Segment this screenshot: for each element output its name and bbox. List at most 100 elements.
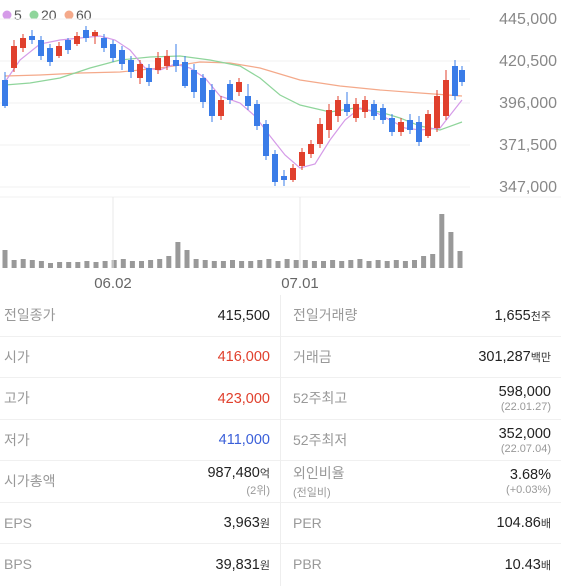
date-markers xyxy=(112,197,301,268)
stat-label: 전일종가 xyxy=(4,307,56,323)
candle xyxy=(200,74,206,108)
volume-bar xyxy=(93,262,99,268)
candle xyxy=(416,116,422,146)
stock-candlestick-chart[interactable]: 5 20 60 445,000 420,500 396,000 371,500 … xyxy=(0,0,561,295)
candle xyxy=(227,80,233,104)
candle xyxy=(236,78,242,96)
stat-row-prev-close: 전일종가 415,500 xyxy=(0,295,280,337)
candle xyxy=(459,66,465,86)
volume-bar xyxy=(412,260,417,268)
chart-legend: 5 20 60 xyxy=(2,7,92,23)
stat-label: 시가총액 xyxy=(4,473,56,489)
volume-bar xyxy=(239,261,245,268)
stat-value: 10.43배 xyxy=(504,556,551,573)
legend-label-ma60: 60 xyxy=(76,7,92,23)
candle xyxy=(137,60,143,84)
volume-bar xyxy=(120,259,126,268)
stat-value: 416,000 xyxy=(217,349,270,365)
candle xyxy=(74,32,80,46)
y-label: 445,000 xyxy=(499,11,557,28)
stat-value: 598,000 xyxy=(498,384,551,400)
legend-dot-ma60 xyxy=(64,10,74,20)
volume-bar xyxy=(275,261,281,268)
ma20-line xyxy=(4,55,463,131)
candle xyxy=(128,56,134,78)
volume-bar xyxy=(193,259,199,268)
volume-bar xyxy=(348,260,354,268)
volume-bar xyxy=(302,260,308,268)
volume-bar xyxy=(11,260,17,268)
stat-label: 시가 xyxy=(4,348,30,365)
volume-bar xyxy=(384,261,390,268)
candle xyxy=(254,100,260,130)
candle xyxy=(110,40,116,62)
y-label: 420,500 xyxy=(499,53,557,70)
stat-value: 415,500 xyxy=(217,307,270,324)
candle xyxy=(65,38,71,54)
candle xyxy=(317,118,323,148)
candle xyxy=(371,100,377,120)
candle xyxy=(434,90,440,132)
volume-bar xyxy=(57,262,63,268)
volume-bar xyxy=(220,261,226,268)
y-label: 396,000 xyxy=(499,95,557,112)
chart-grid xyxy=(0,18,561,198)
candle xyxy=(173,44,179,72)
candle xyxy=(326,104,332,138)
volume-bar xyxy=(38,261,44,268)
volume-bar xyxy=(366,261,372,268)
stat-value: 3,963원 xyxy=(223,515,270,531)
volume-bar xyxy=(257,260,263,268)
volume-bar xyxy=(48,263,53,268)
stat-value: 1,655천주 xyxy=(494,307,551,324)
stat-label: 거래금 xyxy=(293,348,332,365)
candle xyxy=(290,164,296,182)
stat-value: 423,000 xyxy=(217,390,270,407)
volume-bar xyxy=(248,261,254,268)
stat-label: 52주최저 xyxy=(293,431,348,448)
candle xyxy=(11,40,17,72)
volume-bar xyxy=(421,256,427,268)
candle xyxy=(407,114,413,134)
volume-bar xyxy=(339,261,345,268)
volume-bar xyxy=(157,259,163,268)
volume-bar xyxy=(393,260,399,268)
candle xyxy=(281,170,287,186)
volume-bar xyxy=(148,260,154,268)
volume-bar xyxy=(102,261,108,268)
candle xyxy=(56,42,62,58)
stat-row-open: 시가 416,000 xyxy=(0,337,280,378)
volume-bar xyxy=(439,214,445,268)
stat-value: 3.68% xyxy=(509,467,551,483)
stat-label: 전일거래량 xyxy=(293,307,358,323)
stat-subvalue: (+0.03%) xyxy=(506,484,551,496)
stat-subvalue: (22.01.27) xyxy=(500,401,551,413)
candle xyxy=(146,64,152,86)
candle xyxy=(344,92,350,116)
stat-label: 고가 xyxy=(4,390,30,406)
stat-subvalue: (2위) xyxy=(246,485,270,497)
stat-label: 외인비율 xyxy=(293,465,345,481)
candle xyxy=(209,84,215,122)
legend-dot-ma20 xyxy=(29,10,39,20)
stat-label: PBR xyxy=(293,556,322,572)
candle xyxy=(119,46,125,70)
stat-subvalue: (22.07.04) xyxy=(500,442,551,455)
stat-label: BPS xyxy=(4,556,33,572)
candle xyxy=(218,96,224,120)
column-divider xyxy=(280,295,281,586)
stat-value: 411,000 xyxy=(218,432,270,448)
stat-row-pbr: PBR 10.43배 xyxy=(281,544,561,586)
stat-value: 301,287백만 xyxy=(478,349,551,365)
candle xyxy=(155,52,161,74)
volume-bar xyxy=(284,259,290,268)
volume-bar xyxy=(321,261,326,268)
stat-row-52w-high: 52주최고 598,000 (22.01.27) xyxy=(281,378,561,420)
x-label-0701: 07.01 xyxy=(281,275,319,292)
candle xyxy=(38,36,44,60)
candle xyxy=(425,110,431,138)
volume-bar xyxy=(330,260,336,268)
volume-bar xyxy=(311,261,317,268)
volume-bar xyxy=(430,254,436,268)
legend-label-ma5: 5 xyxy=(14,7,22,23)
